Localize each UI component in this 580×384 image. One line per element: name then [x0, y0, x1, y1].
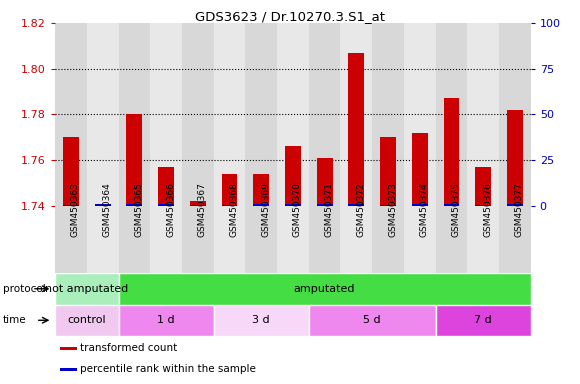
Bar	[277, 23, 309, 206]
Bar	[309, 23, 340, 206]
Bar	[213, 206, 245, 273]
Bar	[63, 137, 79, 206]
Text: GSM450364: GSM450364	[103, 182, 112, 237]
Bar	[340, 23, 372, 206]
Bar	[60, 347, 77, 350]
Text: GSM450367: GSM450367	[198, 182, 207, 237]
Text: 3 d: 3 d	[252, 315, 270, 325]
Text: GSM450369: GSM450369	[261, 182, 270, 237]
Bar	[63, 205, 79, 206]
Bar	[285, 146, 301, 206]
Bar	[126, 204, 142, 206]
Bar	[317, 204, 332, 206]
Bar	[95, 204, 111, 206]
Bar	[467, 23, 499, 206]
Bar	[372, 206, 404, 273]
Text: GSM450372: GSM450372	[356, 182, 365, 237]
Bar	[444, 98, 459, 206]
Bar	[412, 204, 427, 206]
Text: not amputated: not amputated	[45, 284, 128, 294]
Text: time: time	[3, 315, 27, 325]
Text: transformed count: transformed count	[80, 343, 177, 353]
Bar	[380, 205, 396, 206]
Text: control: control	[67, 315, 106, 325]
Bar	[340, 206, 372, 273]
Text: percentile rank within the sample: percentile rank within the sample	[80, 364, 256, 374]
Text: GSM450374: GSM450374	[420, 182, 429, 237]
Bar	[436, 206, 467, 273]
Bar	[507, 110, 523, 206]
Bar	[87, 206, 118, 273]
Bar	[309, 305, 436, 336]
Bar	[380, 137, 396, 206]
Text: GSM450376: GSM450376	[483, 182, 492, 237]
Text: GSM450366: GSM450366	[166, 182, 175, 237]
Text: GSM450365: GSM450365	[135, 182, 143, 237]
Bar	[467, 206, 499, 273]
Bar	[253, 204, 269, 206]
Bar	[436, 305, 531, 336]
Bar	[404, 23, 436, 206]
Bar	[475, 205, 491, 206]
Bar	[118, 273, 531, 305]
Text: GDS3623 / Dr.10270.3.S1_at: GDS3623 / Dr.10270.3.S1_at	[195, 10, 385, 23]
Bar	[158, 167, 174, 206]
Text: protocol: protocol	[3, 284, 46, 294]
Bar	[309, 206, 340, 273]
Text: GSM450377: GSM450377	[515, 182, 524, 237]
Text: GSM450368: GSM450368	[230, 182, 238, 237]
Bar	[55, 273, 118, 305]
Bar	[253, 174, 269, 206]
Bar	[412, 133, 427, 206]
Text: GSM450371: GSM450371	[325, 182, 333, 237]
Bar	[126, 114, 142, 206]
Bar	[55, 23, 87, 206]
Text: 1 d: 1 d	[157, 315, 175, 325]
Bar	[499, 206, 531, 273]
Bar	[118, 206, 150, 273]
Bar	[404, 206, 436, 273]
Bar	[190, 201, 206, 206]
Bar	[213, 305, 309, 336]
Bar	[150, 23, 182, 206]
Bar	[222, 174, 237, 206]
Text: 7 d: 7 d	[474, 315, 492, 325]
Bar	[349, 53, 364, 206]
Bar	[245, 206, 277, 273]
Bar	[118, 305, 213, 336]
Bar	[436, 23, 467, 206]
Text: GSM450375: GSM450375	[451, 182, 461, 237]
Bar	[182, 23, 213, 206]
Bar	[317, 158, 332, 206]
Bar	[285, 204, 301, 206]
Bar	[95, 204, 111, 206]
Bar	[213, 23, 245, 206]
Text: GSM450370: GSM450370	[293, 182, 302, 237]
Bar	[158, 204, 174, 206]
Bar	[245, 23, 277, 206]
Bar	[190, 205, 206, 206]
Bar	[118, 23, 150, 206]
Bar	[475, 167, 491, 206]
Bar	[87, 23, 118, 206]
Bar	[182, 206, 213, 273]
Bar	[150, 206, 182, 273]
Text: GSM450363: GSM450363	[71, 182, 80, 237]
Text: 5 d: 5 d	[363, 315, 381, 325]
Text: GSM450373: GSM450373	[388, 182, 397, 237]
Bar	[55, 206, 87, 273]
Bar	[372, 23, 404, 206]
Bar	[222, 205, 237, 206]
Bar	[444, 204, 459, 206]
Bar	[55, 305, 118, 336]
Bar	[349, 204, 364, 206]
Bar	[507, 204, 523, 206]
Text: amputated: amputated	[294, 284, 356, 294]
Bar	[277, 206, 309, 273]
Bar	[499, 23, 531, 206]
Bar	[60, 368, 77, 371]
